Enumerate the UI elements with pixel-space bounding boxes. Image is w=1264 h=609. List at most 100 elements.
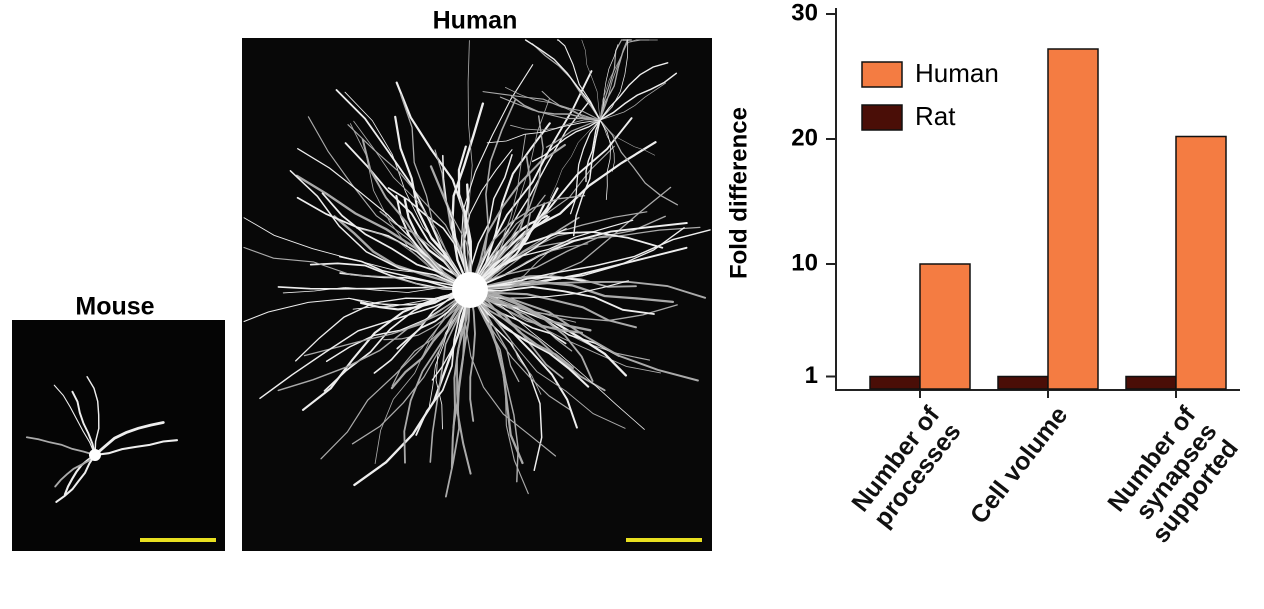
process	[531, 119, 601, 163]
process	[464, 289, 557, 457]
process	[469, 289, 645, 430]
process	[390, 288, 472, 390]
bar	[1125, 375, 1177, 390]
process	[469, 289, 577, 323]
process	[469, 289, 542, 395]
process	[469, 229, 711, 291]
y-tick-label: 30	[791, 0, 818, 26]
process	[469, 289, 572, 412]
process	[469, 194, 586, 291]
process	[277, 289, 471, 392]
process	[486, 119, 601, 144]
process	[599, 82, 667, 121]
soma	[89, 449, 101, 461]
process	[243, 246, 471, 291]
process	[303, 289, 471, 357]
process	[469, 228, 567, 291]
process	[599, 119, 679, 206]
process	[469, 289, 678, 322]
process	[469, 211, 648, 291]
process	[572, 119, 601, 237]
process	[468, 202, 546, 292]
process	[469, 289, 594, 382]
process	[53, 384, 96, 456]
process	[415, 289, 471, 436]
panel-label: Human	[433, 7, 518, 35]
process	[361, 138, 471, 291]
process	[333, 215, 472, 292]
process	[469, 289, 519, 483]
process	[581, 39, 601, 121]
process	[428, 289, 471, 407]
process	[320, 289, 471, 460]
process	[468, 280, 675, 304]
bar	[919, 263, 971, 390]
process	[468, 288, 637, 329]
process	[460, 64, 534, 291]
process	[451, 102, 485, 292]
process	[499, 96, 601, 121]
bar	[869, 375, 921, 390]
process	[469, 70, 593, 291]
process	[259, 289, 471, 400]
process	[469, 289, 567, 345]
process	[243, 289, 471, 323]
process	[335, 89, 471, 291]
process	[25, 436, 96, 456]
process	[338, 255, 471, 291]
process	[469, 286, 655, 315]
process	[524, 39, 601, 121]
process	[469, 289, 529, 495]
process	[482, 91, 601, 121]
process	[403, 289, 471, 464]
process	[379, 210, 471, 291]
legend-swatch	[861, 61, 903, 88]
process	[356, 227, 471, 291]
process	[297, 148, 471, 291]
process	[599, 72, 678, 121]
process	[599, 119, 612, 201]
process	[391, 289, 471, 387]
process	[86, 375, 100, 456]
legend-label: Human	[915, 58, 999, 88]
process	[469, 280, 707, 299]
process	[295, 289, 471, 362]
process	[469, 243, 589, 291]
process	[395, 81, 472, 292]
panel-label: Mouse	[75, 293, 154, 321]
process	[469, 101, 590, 291]
process	[469, 289, 476, 422]
process	[71, 390, 96, 456]
process	[456, 288, 472, 475]
legend-swatch	[861, 104, 903, 131]
process	[63, 453, 97, 496]
figure: Mouse Human Fold difference 1 10 20 30 Human…	[12, 0, 1240, 551]
process	[469, 133, 527, 291]
process	[599, 39, 629, 121]
process	[556, 39, 601, 121]
scale-bar	[140, 538, 216, 542]
process	[469, 231, 664, 291]
process	[351, 289, 471, 445]
y-axis-label: Fold difference	[725, 107, 752, 279]
process	[93, 439, 179, 457]
process	[585, 119, 601, 183]
process	[468, 288, 574, 370]
process	[599, 62, 669, 121]
process	[599, 39, 650, 121]
process	[599, 119, 615, 172]
process	[469, 289, 699, 382]
process	[469, 289, 578, 429]
process	[54, 454, 96, 488]
process	[353, 120, 471, 291]
cell-processes	[25, 39, 711, 503]
process	[569, 119, 601, 215]
process	[469, 219, 634, 291]
process	[55, 453, 97, 503]
process	[469, 227, 685, 291]
process	[93, 421, 165, 457]
page: Mouse Human Fold difference 1 10 20 30 Human…	[12, 0, 1244, 551]
bar	[997, 375, 1049, 390]
process	[434, 149, 473, 291]
process	[469, 117, 633, 291]
